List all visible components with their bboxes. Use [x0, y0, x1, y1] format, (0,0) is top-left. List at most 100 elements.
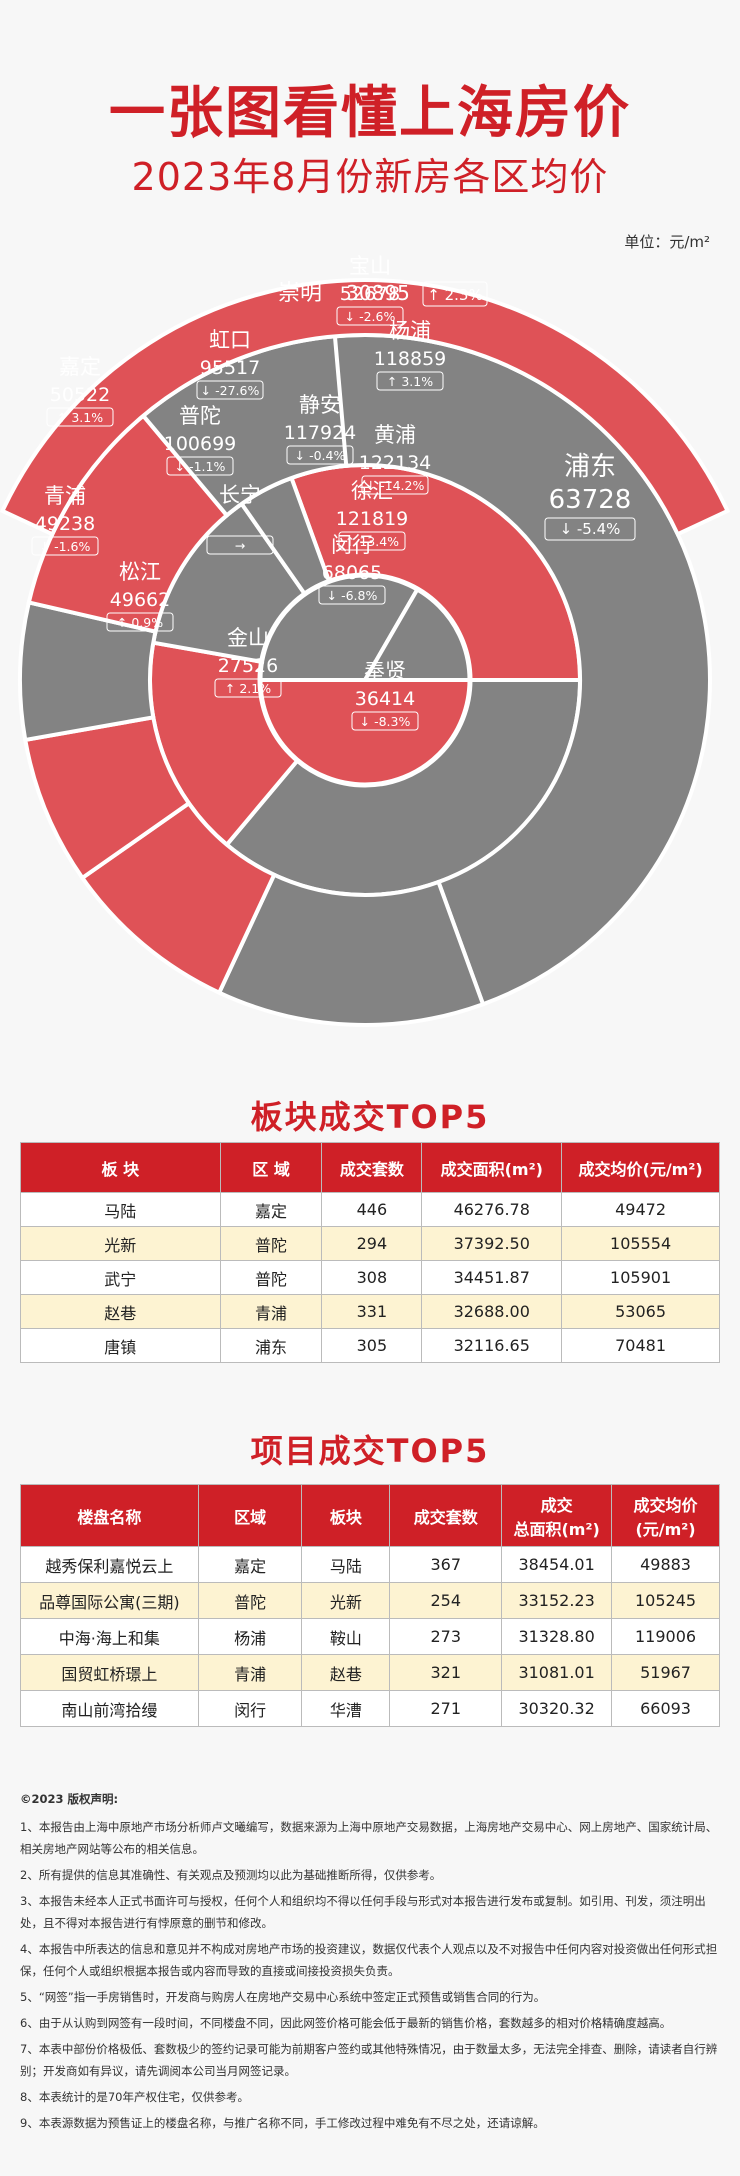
district-label-长宁: 长宁 → — [206, 483, 274, 555]
district-name: 青浦 — [44, 484, 86, 508]
note-item: 6、由于从认购到网签有一段时间，不同楼盘不同，因此网签价格可能会低于最新的销售价… — [20, 2016, 672, 2030]
table-cell: 37392.50 — [421, 1226, 563, 1261]
table-row: 南山前湾拾缦 闵行 华漕 271 30320.32 66093 — [20, 1690, 720, 1727]
table-cell: 中海·海上和集 — [20, 1618, 199, 1655]
change-badge — [544, 517, 636, 541]
copyright-notes: ©2023 版权声明: 1、本报告由上海中原地产市场分析师卢文曦编写，数据来源为… — [20, 1788, 720, 2138]
sunburst-chart: 静安 117924 ↓ -0.4% 黄浦 122134 ↓ -14.2%徐汇 121819 ↑… — [0, 254, 731, 1027]
table-header-cell: 区 域 — [219, 1142, 323, 1193]
district-price: 118859 — [374, 348, 447, 370]
district-change: ↑ 13.4% — [345, 534, 399, 549]
table-cell: 青浦 — [197, 1654, 303, 1691]
district-change: ↓ -14.2% — [366, 478, 425, 493]
table-cell: 南山前湾拾缦 — [20, 1690, 199, 1727]
district-change: ↓ -5.4% — [560, 520, 621, 538]
district-label-崇明: 崇明 30895 ↑ 2.3% — [278, 281, 488, 307]
note-item: 8、本表统计的是70年产权住宅，仅供参考。 — [20, 2090, 249, 2104]
district-price: 50522 — [50, 384, 110, 406]
district-change: ↑ 0.9% — [117, 615, 163, 630]
change-badge — [196, 380, 264, 400]
district-change: ↓ -8.3% — [360, 714, 411, 729]
table-cell: 30320.32 — [501, 1690, 613, 1727]
table-row: 中海·海上和集 杨浦 鞍山 273 31328.80 119006 — [20, 1618, 720, 1655]
table-cell: 品尊国际公寓(三期) — [20, 1582, 199, 1619]
table-cell: 赵巷 — [301, 1654, 391, 1691]
table-cell: 普陀 — [219, 1226, 323, 1261]
table-cell: 49472 — [561, 1192, 720, 1227]
district-label-奉贤: 奉贤 36414 ↓ -8.3% — [351, 659, 419, 731]
district-price: 27526 — [218, 655, 278, 677]
district-label-虹口: 虹口 95517 ↓ -27.6% — [196, 328, 264, 400]
district-name: 普陀 — [179, 404, 221, 428]
table-cell: 国贸虹桥璟上 — [20, 1654, 199, 1691]
change-badge — [286, 445, 354, 465]
table-cell: 446 — [321, 1192, 423, 1227]
district-name: 崇明 — [278, 281, 322, 306]
table-header-cell: 区域 — [197, 1484, 303, 1547]
table-cell: 普陀 — [197, 1582, 303, 1619]
district-name: 徐汇 — [351, 479, 393, 503]
district-change: ↑ 2.3% — [427, 286, 482, 304]
table-row: 光新 普陀 294 37392.50 105554 — [20, 1226, 720, 1261]
district-label-杨浦: 杨浦 118859 ↑ 3.1% — [374, 319, 447, 391]
notes-title: ©2023 版权声明: — [20, 1792, 119, 1806]
district-label-普陀: 普陀 100699 ↓ -1.1% — [164, 404, 236, 476]
table-cell: 浦东 — [219, 1328, 323, 1363]
table-cell: 105245 — [611, 1582, 720, 1619]
table-row: 唐镇 浦东 305 32116.65 70481 — [20, 1328, 720, 1363]
district-name: 嘉定 — [59, 355, 101, 379]
table-cell: 杨浦 — [197, 1618, 303, 1655]
change-badge — [31, 536, 99, 556]
district-change: ↓ -27.6% — [201, 383, 260, 398]
change-badge — [318, 585, 386, 605]
district-label-闵行: 闵行 68065 ↓ -6.8% — [318, 533, 386, 605]
district-name: 静安 — [299, 393, 341, 417]
district-name: 金山 — [227, 626, 269, 650]
table-cell: 273 — [389, 1618, 503, 1655]
table-cell: 嘉定 — [219, 1192, 323, 1227]
table-cell: 294 — [321, 1226, 423, 1261]
district-label-宝山: 宝山 52678 ↓ -2.6% — [336, 254, 404, 326]
district-change: ↓ -2.6% — [345, 309, 396, 324]
table-cell: 254 — [389, 1582, 503, 1619]
change-badge — [351, 711, 419, 731]
district-label-青浦: 青浦 49238 ↓ -1.6% — [31, 484, 99, 556]
change-badge — [206, 535, 274, 555]
district-price: 121819 — [336, 508, 409, 530]
table-cell: 华漕 — [301, 1690, 391, 1727]
table-cell: 367 — [389, 1546, 503, 1583]
table-cell: 308 — [321, 1260, 423, 1295]
district-name: 浦东 — [564, 452, 616, 482]
unit-label: 单位：元/m² — [624, 233, 710, 251]
district-change: ↓ -6.8% — [327, 588, 378, 603]
table-cell: 武宁 — [20, 1260, 221, 1295]
table-cell: 唐镇 — [20, 1328, 221, 1363]
note-item: 5、“网签”指一手房销售时，开发商与购房人在房地产交易中心系统中签定正式预售或销… — [20, 1990, 546, 2004]
table-header-cell: 成交均价 (元/m²) — [611, 1484, 720, 1547]
table-cell: 嘉定 — [197, 1546, 303, 1583]
table-header-cell: 楼盘名称 — [20, 1484, 199, 1547]
table-cell: 105554 — [561, 1226, 720, 1261]
change-badge — [361, 475, 429, 495]
district-name: 虹口 — [209, 328, 251, 352]
district-label-金山: 金山 27526 ↑ 2.1% — [214, 626, 282, 698]
change-badge — [46, 407, 114, 427]
change-badge — [338, 531, 406, 551]
change-badge — [336, 306, 404, 326]
table-header-cell: 板 块 — [20, 1142, 221, 1193]
table-cell: 闵行 — [197, 1690, 303, 1727]
district-label-徐汇: 徐汇 121819 ↑ 13.4% — [336, 479, 409, 551]
table-cell: 普陀 — [219, 1260, 323, 1295]
district-change: ↑ 2.1% — [225, 681, 271, 696]
change-badge — [376, 371, 444, 391]
table-cell: 105901 — [561, 1260, 720, 1295]
district-name: 闵行 — [331, 533, 373, 557]
table-row: 国贸虹桥璟上 青浦 赵巷 321 31081.01 51967 — [20, 1654, 720, 1691]
table2-title: 项目成交TOP5 — [250, 1432, 490, 1470]
table-cell: 119006 — [611, 1618, 720, 1655]
district-price: 30895 — [346, 281, 410, 305]
table-row: 马陆 嘉定 446 46276.78 49472 — [20, 1192, 720, 1227]
main-title: 一张图看懂上海房价 — [109, 81, 631, 146]
sector-top5-table: 板 块区 域成交套数 成交面积(m²) 成交均价(元/m²) 马陆 嘉定 446 4627… — [20, 1142, 720, 1363]
